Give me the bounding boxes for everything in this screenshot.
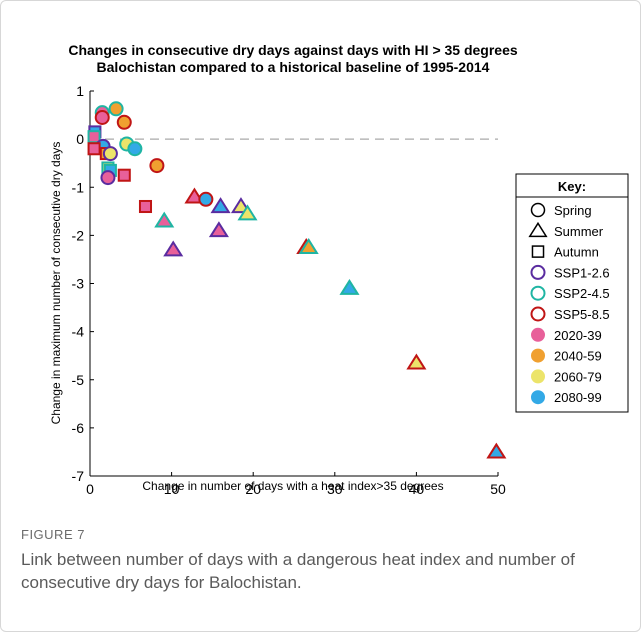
legend-label-period: 2080-99: [554, 390, 602, 405]
data-point-triangle: [154, 211, 175, 228]
data-point-circle: [102, 146, 118, 162]
y-tick-label: -1: [72, 179, 85, 195]
data-point-square: [87, 142, 101, 156]
data-point-triangle: [406, 353, 427, 370]
legend: Key: Spring Summer Autumn SSP1-2.6 SSP2-4.5 SS…: [515, 173, 629, 413]
chart-points: [87, 101, 507, 459]
legend-marker-scenario: [530, 264, 546, 280]
y-axis-label: Change in maximum number of consecutive …: [49, 142, 63, 425]
legend-label-season: Spring: [554, 203, 592, 218]
data-point-triangle: [210, 197, 231, 214]
legend-label-period: 2040-59: [554, 349, 602, 364]
y-tick-label: -5: [72, 372, 85, 388]
y-tick-label: 0: [76, 131, 84, 147]
legend-marker-square: [531, 245, 545, 258]
data-point-triangle: [163, 240, 184, 257]
legend-label-scenario: SSP1-2.6: [554, 265, 610, 280]
data-point-triangle: [486, 442, 507, 459]
data-point-triangle: [208, 221, 229, 238]
caption-text: Link between number of days with a dange…: [21, 550, 575, 592]
legend-label-scenario: SSP5-8.5: [554, 307, 610, 322]
legend-label-season: Autumn: [554, 245, 599, 260]
data-point-triangle: [237, 204, 258, 221]
chart-subtitle: Balochistan compared to a historical bas…: [97, 59, 490, 75]
legend-marker-period: [531, 327, 545, 342]
legend-label-period: 2020-39: [554, 328, 602, 343]
data-point-circle: [116, 114, 132, 130]
data-point-circle: [127, 141, 143, 157]
y-tick-label: -2: [72, 227, 85, 243]
x-tick-label: 20: [245, 481, 261, 497]
legend-label-period: 2060-79: [554, 369, 602, 384]
legend-label-scenario: SSP2-4.5: [554, 286, 610, 301]
data-point-circle: [94, 109, 110, 125]
chart-axes: 0 10 20 30 40 50 -7 -6 -5 -4 -3 -2 -1 0 1: [72, 83, 506, 497]
data-point-circle: [149, 158, 165, 174]
x-axis-label: Change in number of days with a heat ind…: [142, 479, 443, 493]
legend-marker-period: [531, 348, 545, 363]
data-point-square: [87, 130, 101, 144]
chart-title: Changes in consecutive dry days against …: [68, 42, 518, 58]
legend-marker-triangle: [528, 221, 548, 238]
legend-label-season: Summer: [554, 224, 604, 239]
legend-marker-scenario: [530, 306, 546, 322]
data-point-circle: [108, 101, 124, 117]
data-point-square: [117, 168, 131, 182]
y-tick-label: 1: [76, 83, 84, 99]
x-tick-label: 0: [86, 481, 94, 497]
data-point-circle: [100, 170, 116, 186]
data-point-circle: [198, 191, 214, 207]
data-point-square: [138, 199, 153, 214]
x-tick-label: 30: [327, 481, 343, 497]
legend-marker-scenario: [530, 285, 546, 301]
legend-marker-period: [531, 390, 545, 405]
y-tick-label: -7: [72, 468, 85, 484]
y-tick-label: -6: [72, 420, 85, 436]
y-tick-label: -3: [72, 276, 85, 292]
scatter-chart: Changes in consecutive dry days against …: [49, 42, 629, 497]
x-tick-label: 40: [409, 481, 425, 497]
x-tick-label: 10: [164, 481, 180, 497]
data-point-triangle: [339, 278, 360, 295]
y-tick-label: -4: [72, 324, 85, 340]
data-point-triangle: [298, 238, 319, 255]
caption-label: FIGURE 7: [21, 527, 85, 542]
x-tick-label: 50: [490, 481, 506, 497]
legend-title: Key:: [558, 179, 586, 194]
legend-marker-circle: [530, 202, 546, 218]
legend-marker-period: [531, 369, 545, 384]
figure-caption: FIGURE 7 Link between number of days wit…: [21, 527, 621, 594]
